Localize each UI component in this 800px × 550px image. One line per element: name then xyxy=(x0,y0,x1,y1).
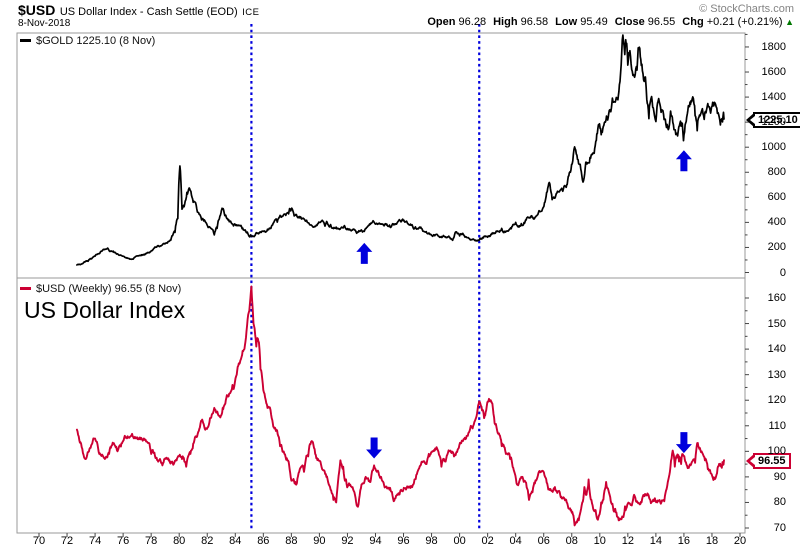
annotation-arrow-down-icon xyxy=(366,437,383,459)
x-tick-label: 76 xyxy=(116,535,130,547)
quote-open-value: 96.28 xyxy=(455,16,487,28)
usd-y-tick-label: 110 xyxy=(768,419,786,432)
usd-y-tick-label: 140 xyxy=(767,343,786,356)
chart-header: $USD US Dollar Index - Cash Settle (EOD)… xyxy=(18,2,260,20)
gold-price-line xyxy=(76,34,725,266)
x-tick-label: 20 xyxy=(733,535,747,547)
usd-price-tag: 96.55 xyxy=(746,453,791,470)
gold-y-tick-label: 400 xyxy=(767,216,786,229)
usd-y-tick-label: 80 xyxy=(773,496,786,509)
x-tick-label: 86 xyxy=(257,535,270,547)
x-tick-label: 16 xyxy=(677,535,691,547)
gold-y-tick-label: 1600 xyxy=(761,66,786,79)
x-tick-label: 72 xyxy=(60,535,74,547)
x-tick-label: 88 xyxy=(285,535,298,547)
quote-open-label: Open xyxy=(427,16,456,28)
gold-y-tick-label: 0 xyxy=(779,266,786,279)
usd-y-tick-label: 130 xyxy=(767,368,786,381)
quote-chg-label: Chg xyxy=(682,16,704,28)
quote-low-label: Low xyxy=(555,16,578,28)
quote-high-value: 96.58 xyxy=(517,16,549,28)
x-tick-label: 78 xyxy=(145,535,158,547)
x-tick-label: 14 xyxy=(649,535,662,547)
gold-y-tick-label: 800 xyxy=(767,166,786,179)
x-tick-label: 94 xyxy=(369,535,382,547)
usd-y-tick-label: 160 xyxy=(767,292,786,304)
gold-y-tick-label: 600 xyxy=(767,191,786,204)
quote-chg-value: +0.21 (+0.21%) xyxy=(703,16,783,28)
x-tick-label: 70 xyxy=(32,535,46,547)
usd-panel-border xyxy=(16,277,746,534)
x-tick-label: 74 xyxy=(88,535,102,547)
usd-y-tick-label: 70 xyxy=(773,522,786,534)
chart-date: 8-Nov-2018 xyxy=(18,18,71,29)
x-tick-label: 02 xyxy=(481,535,494,547)
gold-price-tag-value: 1225.10 xyxy=(758,113,798,126)
x-tick-label: 92 xyxy=(341,535,354,547)
quote-close-label: Close xyxy=(614,16,645,28)
exchange-label: ICE xyxy=(242,7,260,18)
x-tick-label: 84 xyxy=(229,535,242,547)
quote-summary: Open 96.28 High 96.58 Low 95.49 Close 96.55… xyxy=(420,16,794,28)
stockcharts-copyright: © StockCharts.com xyxy=(699,3,794,15)
gold-y-tick-label: 200 xyxy=(767,241,786,254)
x-tick-label: 80 xyxy=(173,535,186,547)
quote-close-value: 96.55 xyxy=(644,16,676,28)
usd-price-tag-value: 96.55 xyxy=(758,455,786,468)
annotation-arrow-up-icon xyxy=(675,150,692,172)
x-tick-label: 06 xyxy=(537,535,550,547)
chart-title: US Dollar Index - Cash Settle (EOD) xyxy=(59,6,238,18)
change-up-triangle-icon: ▲ xyxy=(782,17,794,27)
annotation-arrow-down-icon xyxy=(675,432,692,454)
usd-y-tick-label: 150 xyxy=(767,317,786,330)
gold-y-tick-label: 1200 xyxy=(761,116,786,129)
gold-legend: $GOLD 1225.10 (8 Nov) xyxy=(20,35,155,47)
annotation-arrow-up-icon xyxy=(356,242,373,264)
usd-legend-label: $USD (Weekly) 96.55 (8 Nov) xyxy=(36,283,182,295)
x-tick-label: 10 xyxy=(593,535,606,547)
gold-price-tag: 1225.10 xyxy=(746,111,800,128)
x-tick-label: 82 xyxy=(201,535,214,547)
gold-y-tick-label: 1400 xyxy=(761,91,786,104)
x-tick-label: 90 xyxy=(313,535,326,547)
x-tick-label: 18 xyxy=(705,535,719,547)
usd-y-tick-label: 100 xyxy=(767,445,786,458)
quote-high-label: High xyxy=(493,16,518,28)
symbol-label: $USD xyxy=(18,2,56,18)
x-tick-label: 98 xyxy=(425,535,438,547)
usd-y-tick-label: 120 xyxy=(767,394,786,407)
x-tick-label: 96 xyxy=(397,535,410,547)
usd-legend: $USD (Weekly) 96.55 (8 Nov) xyxy=(20,283,181,295)
gold-legend-dash-icon xyxy=(20,38,31,42)
x-tick-label: 08 xyxy=(565,535,578,547)
usd-price-line xyxy=(75,285,725,527)
usd-legend-dash-icon xyxy=(20,286,31,290)
x-tick-label: 12 xyxy=(621,535,634,547)
x-tick-label: 04 xyxy=(509,535,522,547)
quote-low-value: 95.49 xyxy=(577,16,608,28)
gold-y-tick-label: 1800 xyxy=(761,40,786,53)
x-tick-label: 00 xyxy=(453,535,466,547)
usd-y-tick-label: 90 xyxy=(773,470,786,483)
usd-panel-title: US Dollar Index xyxy=(24,297,186,323)
gold-legend-label: $GOLD 1225.10 (8 Nov) xyxy=(36,35,156,47)
gold-y-tick-label: 1000 xyxy=(761,141,786,154)
